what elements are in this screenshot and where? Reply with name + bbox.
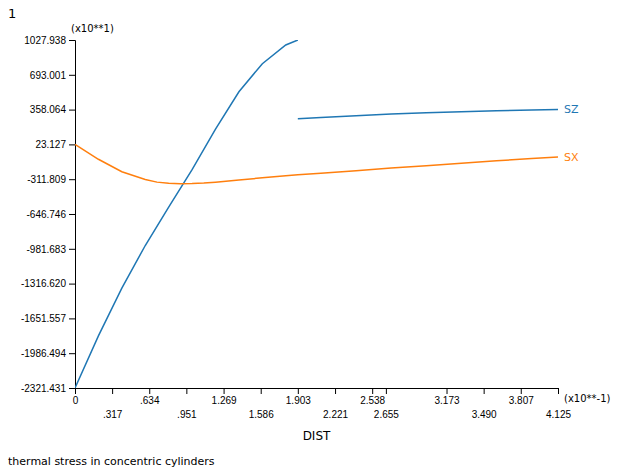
x-tick-label: 3.807	[509, 395, 534, 406]
x-tick-mark	[149, 388, 150, 394]
x-tick-mark	[186, 388, 187, 394]
x-tick-label: 4.125	[546, 409, 571, 420]
x-axis-note: (x10**-1)	[564, 393, 611, 404]
x-tick-mark	[335, 388, 336, 394]
y-tick-mark	[69, 318, 75, 319]
y-tick-label: -311.809	[27, 174, 66, 185]
x-tick: 1.586	[249, 388, 274, 420]
x-tick: 2.221	[323, 388, 348, 420]
x-tick-mark	[447, 388, 448, 394]
x-tick-label: 1.903	[286, 395, 311, 406]
plot: 0 .634 1.269 1.903 2.538 3.173 3.807 .317 .951 1.…	[21, 35, 579, 420]
y-tick-label: 23.127	[35, 139, 66, 150]
x-tick-mark	[521, 388, 522, 394]
y-tick: -646.746	[27, 209, 75, 220]
y-tick-label: -1316.620	[21, 278, 66, 289]
x-tick-mark	[224, 388, 225, 394]
x-tick: 0	[73, 388, 79, 406]
curve-labels: SZ SX	[564, 103, 579, 164]
y-axis: -2321.431 -1986.494 -1651.557 -1316.620 -981…	[21, 35, 76, 394]
x-tick-mark	[386, 388, 387, 394]
y-tick-label: 358.064	[30, 104, 67, 115]
y-tick-mark	[69, 110, 75, 111]
x-tick-label: 2.221	[323, 409, 348, 420]
y-tick-label: 693.001	[30, 70, 67, 81]
y-tick: 23.127	[35, 139, 75, 150]
y-tick-mark	[69, 75, 75, 76]
x-tick: 1.903	[286, 388, 311, 406]
y-axis-line	[69, 41, 76, 389]
x-axis-line	[76, 389, 559, 395]
y-tick-mark	[69, 179, 75, 180]
y-tick-label: -1986.494	[21, 348, 66, 359]
y-tick-mark	[69, 40, 75, 41]
x-tick-label: 1.586	[249, 409, 274, 420]
x-tick: 3.807	[509, 388, 534, 406]
y-tick: -1651.557	[21, 313, 75, 324]
x-axis-label: DIST	[303, 429, 331, 443]
y-tick: -311.809	[27, 174, 75, 185]
x-tick-label: .317	[103, 409, 123, 420]
y-tick-mark	[69, 353, 75, 354]
y-tick-mark	[69, 249, 75, 250]
x-tick-mark	[372, 388, 373, 394]
y-tick: -1986.494	[21, 348, 75, 359]
y-tick-mark	[69, 214, 75, 215]
x-tick-label: .951	[177, 409, 197, 420]
x-tick: 2.655	[374, 388, 399, 420]
curve-label: SX	[564, 151, 579, 164]
y-tick: 693.001	[30, 70, 75, 81]
x-tick-mark	[558, 388, 559, 394]
y-tick-mark	[69, 144, 75, 145]
x-tick-label: 0	[73, 395, 79, 406]
x-tick-mark	[484, 388, 485, 394]
x-tick-label: .634	[140, 395, 160, 406]
y-tick: 358.064	[30, 104, 75, 115]
chart: 0 .634 1.269 1.903 2.538 3.173 3.807 .317 .951 1.…	[0, 0, 628, 473]
x-tick: 3.490	[472, 388, 497, 420]
y-axis-note: (x10**1)	[71, 23, 114, 34]
x-tick-label: 1.269	[212, 395, 237, 406]
y-tick-label: -1651.557	[21, 313, 66, 324]
y-tick: -2321.431	[21, 383, 75, 394]
x-tick-label: 2.655	[374, 409, 399, 420]
x-tick: 1.269	[212, 388, 237, 406]
y-tick-label: 1027.938	[24, 35, 66, 46]
curve-label: SZ	[564, 103, 579, 116]
y-tick: -1316.620	[21, 278, 75, 289]
x-tick-mark	[112, 388, 113, 394]
y-tick: -981.683	[27, 243, 75, 254]
x-tick: .634	[140, 388, 160, 406]
y-tick-label: -646.746	[27, 209, 67, 220]
x-tick-mark	[261, 388, 262, 394]
subtitle: thermal stress in concentric cylinders	[8, 455, 215, 468]
y-tick-mark	[69, 388, 75, 389]
x-tick: .317	[103, 388, 123, 420]
x-tick-mark	[298, 388, 299, 394]
x-tick: 3.173	[435, 388, 460, 406]
x-tick-label: 2.538	[360, 395, 385, 406]
title: 1	[8, 6, 16, 21]
x-tick-label: 3.490	[472, 409, 497, 420]
x-tick: 2.538	[360, 388, 385, 406]
y-tick-mark	[69, 284, 75, 285]
x-tick: .951	[177, 388, 197, 420]
lines	[75, 40, 558, 388]
series-line	[75, 144, 558, 183]
y-tick-label: -2321.431	[21, 383, 66, 394]
x-tick-label: 3.173	[435, 395, 460, 406]
x-axis: 0 .634 1.269 1.903 2.538 3.173 3.807 .317 .951 1.…	[73, 388, 572, 420]
y-tick-label: -981.683	[27, 243, 67, 254]
series-line	[75, 40, 558, 388]
y-tick: 1027.938	[24, 35, 75, 46]
